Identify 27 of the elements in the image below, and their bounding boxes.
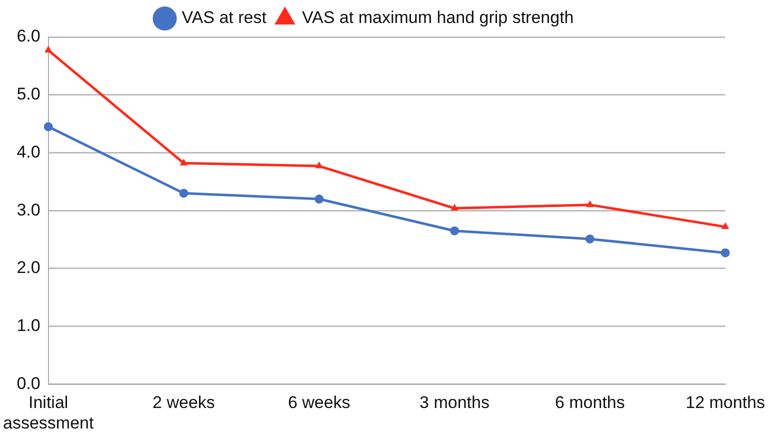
point [314,194,324,204]
point [721,222,730,230]
point [450,226,460,236]
x-tick-label: 2 weeks [152,393,215,412]
x-tick-label: 6 weeks [288,393,350,412]
y-tick-label: 3.0 [16,200,40,220]
x-tick-label: 12 months [686,393,766,412]
x-tick-label: 6 months [554,393,625,412]
point [586,200,594,208]
y-tick-label: 1.0 [16,316,40,336]
legend-label: VAS at rest [182,8,267,28]
y-tick-label: 2.0 [16,258,40,278]
x-tick-label: Initial assessment [3,393,94,432]
legend-label: VAS at maximum hand grip strength [302,8,574,28]
point [720,248,730,258]
point [585,234,594,244]
point [179,188,188,198]
point [315,162,324,168]
y-tick-label: 4.0 [16,142,40,162]
y-tick-label: 0.0 [16,374,40,393]
y-tick-label: 6.0 [16,26,40,46]
y-tick-label: 5.0 [16,84,40,104]
point [44,46,52,53]
x-tick-label: 3 months [420,393,490,412]
point [44,122,53,132]
point [180,158,188,166]
point [450,204,458,211]
